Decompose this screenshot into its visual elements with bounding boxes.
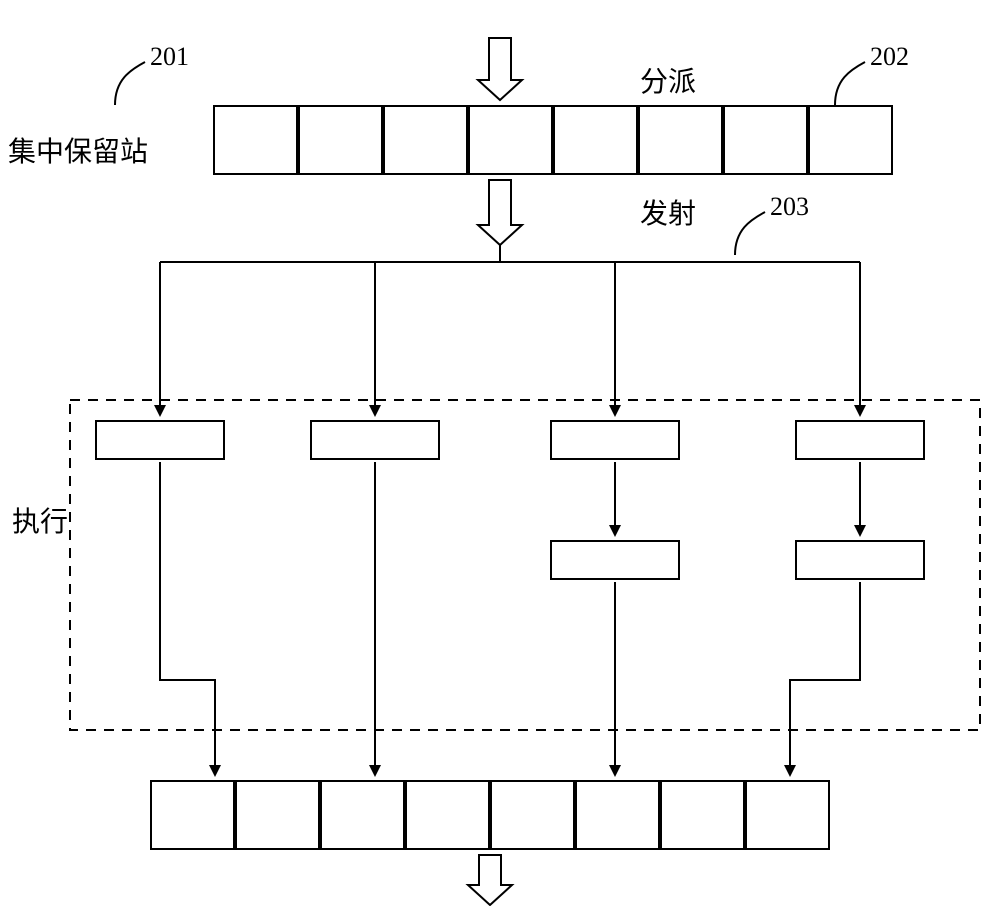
bottom-cell xyxy=(575,780,660,850)
ref-202: 202 xyxy=(870,42,909,72)
top-cell xyxy=(383,105,468,175)
block-arrow-in xyxy=(478,38,522,100)
ref-201: 201 xyxy=(150,42,189,72)
top-cell xyxy=(298,105,383,175)
bottom-cell xyxy=(150,780,235,850)
block-arrow-bottom-out xyxy=(468,855,512,905)
exec-unit-4 xyxy=(795,420,925,460)
exec-unit-2 xyxy=(310,420,440,460)
top-cell xyxy=(638,105,723,175)
station-label: 集中保留站 xyxy=(8,130,148,170)
dispatch-label: 分派 xyxy=(640,60,696,100)
top-cell xyxy=(808,105,893,175)
bottom-cell xyxy=(235,780,320,850)
bottom-cell xyxy=(660,780,745,850)
execute-label: 执行 xyxy=(12,500,68,540)
top-cell xyxy=(213,105,298,175)
top-cell xyxy=(468,105,553,175)
top-cell xyxy=(553,105,638,175)
block-arrow-out xyxy=(478,180,522,245)
top-cell xyxy=(723,105,808,175)
bottom-cell xyxy=(320,780,405,850)
ref-203: 203 xyxy=(770,192,809,222)
bottom-cell xyxy=(745,780,830,850)
exec-unit-1 xyxy=(95,420,225,460)
bottom-cell xyxy=(405,780,490,850)
exec-unit-6 xyxy=(795,540,925,580)
bottom-cell xyxy=(490,780,575,850)
exec-unit-5 xyxy=(550,540,680,580)
issue-label: 发射 xyxy=(640,192,696,232)
exec-unit-3 xyxy=(550,420,680,460)
